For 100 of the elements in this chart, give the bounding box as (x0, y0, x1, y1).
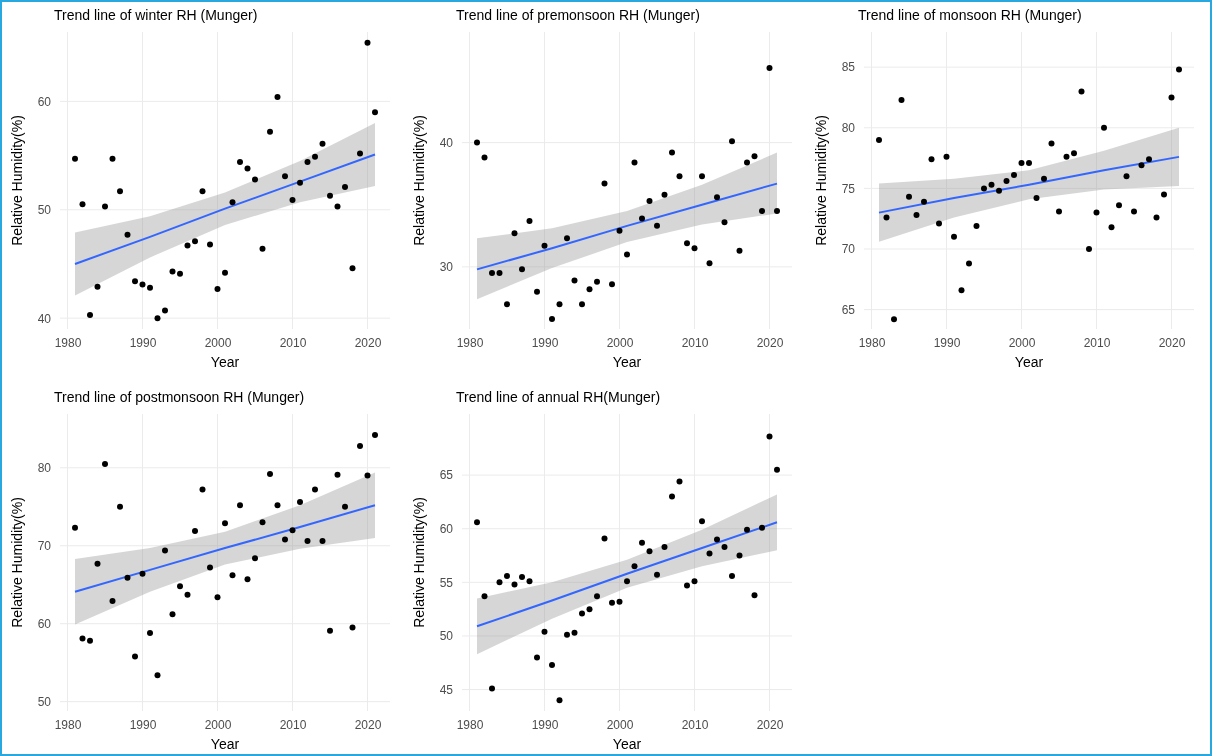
point (207, 241, 213, 248)
point (958, 287, 965, 294)
point (147, 630, 153, 637)
point (556, 697, 563, 704)
point (564, 631, 570, 638)
point (222, 520, 228, 527)
x-tick-label: 1980 (858, 335, 886, 350)
point (169, 268, 176, 275)
point (117, 188, 123, 195)
point (504, 301, 510, 308)
point (639, 215, 645, 222)
point (646, 548, 653, 555)
point (988, 181, 995, 188)
point (237, 502, 243, 509)
point (966, 260, 972, 267)
point (297, 499, 303, 506)
point (981, 185, 987, 192)
point (519, 573, 525, 580)
point (312, 486, 318, 493)
point (1033, 195, 1040, 202)
line-series (74, 504, 376, 593)
point (579, 610, 585, 617)
x-axis-title: Year (612, 736, 642, 752)
point (996, 187, 1002, 194)
point (631, 563, 638, 570)
y-axis-title: Relative Humidity(%) (9, 115, 25, 246)
x-tick-label: 2020 (354, 335, 382, 350)
x-tick-label: 2000 (1008, 335, 1036, 350)
point (1063, 153, 1070, 160)
point (147, 284, 153, 291)
point (474, 519, 480, 526)
x-tick-label: 2010 (681, 335, 709, 350)
point (534, 288, 540, 295)
point (676, 173, 683, 180)
point (541, 242, 548, 249)
point (267, 128, 273, 135)
point (357, 442, 363, 449)
point (282, 173, 288, 180)
x-tick-label: 2000 (204, 717, 232, 732)
point (1071, 150, 1077, 157)
point (586, 606, 593, 613)
y-tick-label: 30 (439, 260, 454, 275)
point (1056, 208, 1062, 215)
point (474, 139, 480, 146)
point (1168, 94, 1175, 101)
point (1176, 66, 1182, 73)
point (631, 159, 638, 166)
line-series (74, 153, 376, 265)
point (109, 598, 116, 605)
point (691, 245, 698, 252)
point (646, 198, 653, 204)
point (117, 503, 123, 510)
point (669, 493, 675, 500)
x-tick-label: 1990 (531, 335, 559, 350)
point (334, 203, 341, 210)
point (564, 235, 570, 242)
point (1153, 214, 1160, 221)
point (1048, 140, 1055, 147)
y-axis-title: Relative Humidity(%) (813, 115, 829, 246)
point (706, 550, 713, 557)
point (766, 433, 773, 440)
point (177, 583, 183, 590)
y-tick-label: 60 (37, 94, 52, 109)
point (541, 628, 548, 635)
point (481, 593, 488, 600)
point (774, 466, 780, 473)
y-tick-label: 65 (439, 468, 454, 483)
x-tick-label: 2010 (279, 717, 307, 732)
point (372, 432, 378, 439)
point (327, 627, 333, 634)
point (744, 159, 750, 166)
x-tick-label: 1980 (456, 717, 484, 732)
point (736, 247, 743, 254)
point (736, 552, 743, 559)
point (744, 526, 750, 533)
y-tick-label: 60 (37, 617, 52, 632)
x-tick-label: 2020 (756, 717, 784, 732)
point (556, 301, 563, 308)
point (1003, 178, 1010, 185)
point (898, 96, 905, 103)
point (751, 153, 758, 160)
point (876, 136, 882, 143)
point (132, 653, 138, 660)
point (1086, 245, 1092, 252)
point (342, 503, 348, 510)
point (751, 592, 758, 599)
y-tick-label: 50 (439, 629, 454, 644)
y-axis-title: Relative Humidity(%) (411, 497, 427, 628)
chart-title: Trend line of monsoon RH (Munger) (858, 7, 1082, 23)
point (199, 188, 206, 195)
point (1011, 172, 1017, 179)
x-tick-label: 2010 (681, 717, 709, 732)
point (1131, 208, 1137, 215)
point (244, 576, 251, 583)
point (951, 233, 957, 240)
point (222, 269, 228, 276)
point (699, 173, 705, 180)
point (94, 560, 101, 567)
point (109, 155, 116, 162)
point (691, 578, 698, 585)
